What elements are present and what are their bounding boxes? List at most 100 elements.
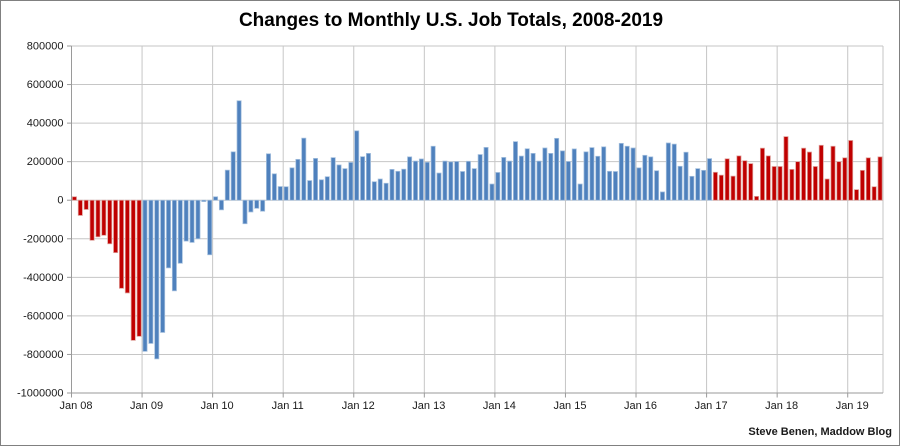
bar xyxy=(342,168,348,201)
bar xyxy=(166,199,171,269)
bar xyxy=(377,178,383,201)
bar xyxy=(395,170,401,201)
source-credit: Steve Benen, Maddow Blog xyxy=(748,426,892,438)
bar xyxy=(489,183,495,201)
bar xyxy=(718,174,724,201)
bar xyxy=(742,160,748,201)
bar xyxy=(618,142,624,201)
bar xyxy=(777,166,783,201)
y-tick-label: 0 xyxy=(57,195,63,207)
bar xyxy=(501,157,507,201)
bar xyxy=(783,136,789,201)
bar xyxy=(671,143,677,201)
bar xyxy=(307,180,313,201)
bar xyxy=(295,158,301,201)
bar xyxy=(413,160,418,201)
bar xyxy=(689,175,695,201)
bar xyxy=(865,157,871,201)
bar xyxy=(183,199,189,242)
y-tick-label: 200000 xyxy=(27,156,64,168)
bar xyxy=(124,199,130,294)
bar xyxy=(495,172,501,201)
bar xyxy=(771,166,777,201)
bar xyxy=(859,169,865,201)
bar xyxy=(371,181,377,201)
bar xyxy=(695,168,701,201)
bar xyxy=(313,158,319,201)
bar xyxy=(436,172,442,201)
bar xyxy=(89,199,95,241)
bar xyxy=(724,158,730,201)
bar xyxy=(242,199,248,225)
bar xyxy=(530,153,536,201)
bar xyxy=(583,151,589,201)
bar xyxy=(571,148,577,201)
bar xyxy=(136,199,142,337)
x-tick-label: Jan 11 xyxy=(272,400,304,412)
bar xyxy=(818,144,824,201)
bar xyxy=(77,199,83,216)
x-tick-label: Jan 19 xyxy=(836,400,869,412)
x-tick-label: Jan 10 xyxy=(201,400,234,412)
bar xyxy=(524,148,530,201)
bar xyxy=(548,153,554,201)
bar xyxy=(213,196,219,201)
y-tick-label: 400000 xyxy=(27,118,64,130)
bar xyxy=(789,169,795,201)
bar xyxy=(189,199,195,243)
y-tick-label: -1000000 xyxy=(17,388,64,400)
bar xyxy=(289,167,295,201)
bar xyxy=(595,155,601,201)
bar xyxy=(642,154,648,201)
bar xyxy=(812,166,818,201)
bar xyxy=(383,182,389,201)
bar xyxy=(795,161,801,201)
y-tick-label: 800000 xyxy=(27,41,64,53)
bar xyxy=(654,170,660,201)
bar xyxy=(71,196,77,201)
x-tick-label: Jan 14 xyxy=(483,400,516,412)
bar xyxy=(471,168,477,201)
bar xyxy=(824,178,830,201)
bar xyxy=(807,151,812,201)
bar xyxy=(624,145,630,201)
bar xyxy=(142,199,148,352)
bar xyxy=(683,151,689,201)
bar xyxy=(324,176,330,201)
bar xyxy=(430,145,436,201)
bar xyxy=(565,161,571,201)
x-tick-label: Jan 12 xyxy=(342,400,375,412)
bar xyxy=(424,161,430,201)
bar xyxy=(318,179,324,201)
bar xyxy=(601,146,607,201)
bar xyxy=(765,155,771,201)
bar xyxy=(407,156,413,201)
bar xyxy=(630,147,636,201)
bar xyxy=(836,161,842,201)
bar xyxy=(660,191,665,201)
bar xyxy=(465,160,471,201)
bar xyxy=(554,137,560,201)
bar xyxy=(236,100,242,201)
bar xyxy=(665,142,671,201)
bar xyxy=(336,164,342,201)
bar xyxy=(271,173,277,201)
bar xyxy=(513,141,518,201)
y-tick-label: -600000 xyxy=(23,310,63,322)
y-tick-label: -400000 xyxy=(23,272,63,284)
bar xyxy=(483,147,489,201)
x-tick-label: Jan 16 xyxy=(624,400,657,412)
y-tick-label: -800000 xyxy=(23,349,63,361)
bar xyxy=(389,169,395,201)
x-tick-label: Jan 08 xyxy=(59,400,92,412)
bar xyxy=(348,162,354,201)
bar xyxy=(477,154,483,201)
bar xyxy=(589,147,595,201)
bar xyxy=(707,158,712,201)
bar xyxy=(154,199,160,360)
bar xyxy=(266,153,271,201)
bar xyxy=(648,156,654,201)
bar xyxy=(577,183,583,201)
